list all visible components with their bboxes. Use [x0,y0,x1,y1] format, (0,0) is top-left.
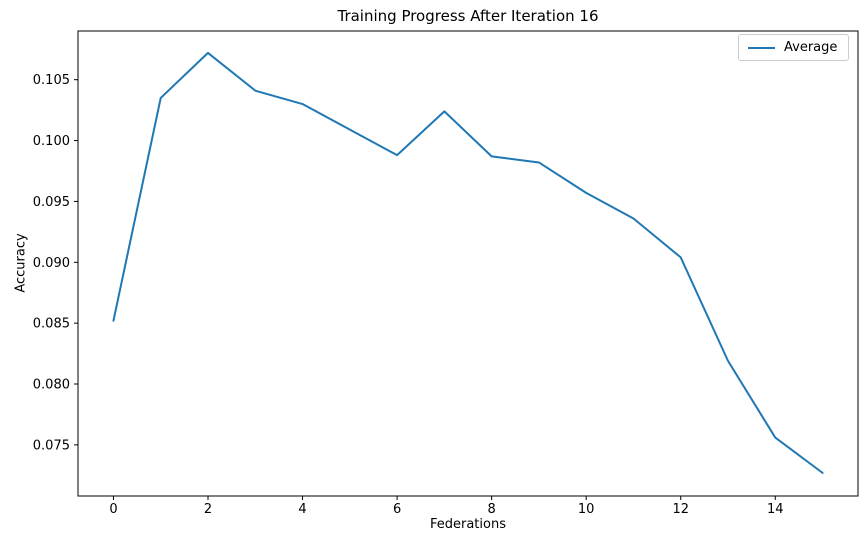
legend: Average [738,34,849,61]
y-tick-label: 0.080 [33,378,70,393]
y-tick-label: 0.085 [33,317,70,332]
legend-entry-label: Average [784,40,838,55]
x-tick-label: 14 [767,502,784,517]
y-tick-label: 0.095 [33,195,70,210]
axes-frame [77,30,859,497]
x-tick-label: 2 [204,502,212,517]
x-tick-label: 0 [109,502,117,517]
chart-title: Training Progress After Iteration 16 [337,7,599,25]
y-axis-label: Accuracy [13,233,29,293]
x-tick-label: 8 [487,502,495,517]
y-tick-label: 0.105 [33,73,70,88]
y-tick-label: 0.075 [33,438,70,453]
y-tick-label: 0.090 [33,256,70,271]
legend-line-swatch [748,46,775,49]
x-tick-label: 10 [578,502,595,517]
x-axis-label: Federations [429,517,506,532]
series-line-average [112,51,824,474]
x-tick-label: 12 [672,502,689,517]
x-tick-label: 6 [393,502,401,517]
x-tick-label: 4 [298,502,306,517]
y-tick-label: 0.100 [33,134,70,149]
